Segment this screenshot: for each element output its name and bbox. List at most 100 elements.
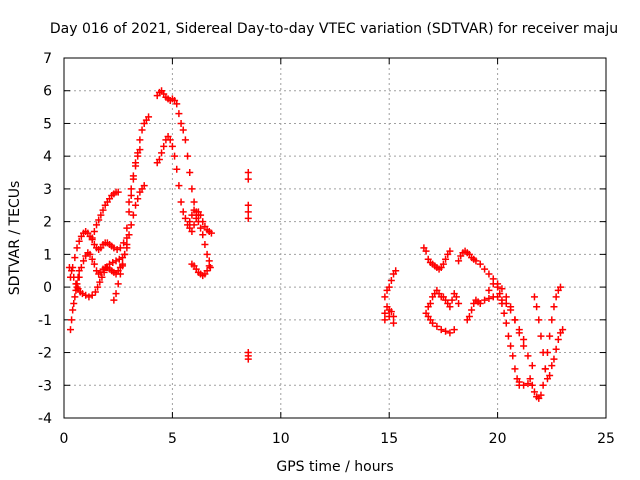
data-point xyxy=(175,182,183,190)
axis-ticks xyxy=(63,57,607,419)
y-tick-label: 2 xyxy=(43,215,52,231)
data-point xyxy=(132,162,140,170)
data-point xyxy=(69,263,77,271)
gridlines xyxy=(64,58,606,418)
data-point xyxy=(197,224,205,232)
data-point xyxy=(481,265,489,273)
data-point xyxy=(90,260,98,268)
x-tick-label: 5 xyxy=(168,431,177,447)
data-point xyxy=(541,365,549,373)
x-tick-label: 10 xyxy=(272,431,290,447)
data-point xyxy=(75,273,83,281)
data-point xyxy=(173,165,181,173)
data-point xyxy=(485,286,493,294)
data-point xyxy=(244,169,252,177)
data-point xyxy=(112,290,120,298)
data-point xyxy=(530,293,538,301)
data-point xyxy=(539,349,547,357)
data-point xyxy=(546,332,554,340)
data-point xyxy=(177,198,185,206)
data-point xyxy=(116,270,124,278)
data-point xyxy=(94,283,102,291)
data-point xyxy=(446,329,454,337)
data-point xyxy=(188,227,196,235)
data-point xyxy=(520,381,528,389)
data-point xyxy=(494,283,502,291)
data-point xyxy=(556,283,564,291)
data-point xyxy=(190,198,198,206)
data-point xyxy=(552,345,560,353)
data-point xyxy=(134,195,142,203)
data-point xyxy=(97,211,105,219)
data-point xyxy=(481,296,489,304)
x-tick-label: 20 xyxy=(489,431,507,447)
data-point xyxy=(476,260,484,268)
data-point xyxy=(114,188,122,196)
data-point xyxy=(173,100,181,108)
data-point xyxy=(136,136,144,144)
data-point xyxy=(520,342,528,350)
data-point xyxy=(125,198,133,206)
data-point xyxy=(203,267,211,275)
y-tick-label: -2 xyxy=(38,346,52,362)
data-point xyxy=(539,381,547,389)
data-point xyxy=(498,299,506,307)
data-point xyxy=(73,244,81,252)
data-point xyxy=(392,267,400,275)
data-point xyxy=(203,250,211,258)
data-point xyxy=(526,375,534,383)
data-point xyxy=(387,308,395,316)
data-point xyxy=(502,293,510,301)
data-point xyxy=(390,319,398,327)
data-point xyxy=(116,244,124,252)
data-point xyxy=(548,362,556,370)
data-point xyxy=(524,352,532,360)
data-point xyxy=(90,227,98,235)
y-tick-label: 7 xyxy=(43,51,52,67)
data-point xyxy=(439,260,447,268)
data-point xyxy=(244,214,252,222)
data-point xyxy=(67,326,75,334)
data-point xyxy=(186,169,194,177)
data-point xyxy=(496,290,504,298)
data-point xyxy=(125,231,133,239)
data-point xyxy=(75,237,83,245)
data-point xyxy=(207,229,215,237)
x-tick-label: 25 xyxy=(597,431,615,447)
data-point xyxy=(184,152,192,160)
y-tick-label: -4 xyxy=(38,411,52,427)
data-point xyxy=(515,326,523,334)
data-point xyxy=(138,126,146,134)
data-point xyxy=(489,280,497,288)
data-point xyxy=(129,211,137,219)
data-point xyxy=(509,352,517,360)
data-point xyxy=(88,234,96,242)
data-point xyxy=(476,299,484,307)
y-tick-label: -1 xyxy=(38,313,52,329)
data-point xyxy=(80,257,88,265)
data-point xyxy=(554,335,562,343)
data-point xyxy=(524,380,532,388)
data-point xyxy=(168,142,176,150)
data-point xyxy=(199,218,207,226)
data-point xyxy=(127,221,135,229)
data-point xyxy=(71,254,79,262)
data-point xyxy=(179,126,187,134)
data-point xyxy=(166,136,174,144)
data-point xyxy=(468,306,476,314)
data-point xyxy=(136,146,144,154)
data-point xyxy=(114,280,122,288)
data-point xyxy=(520,335,528,343)
data-point xyxy=(160,142,168,150)
data-point xyxy=(485,295,493,303)
data-point xyxy=(155,155,163,163)
data-point xyxy=(158,149,166,157)
data-point xyxy=(91,288,99,296)
data-point xyxy=(119,260,127,268)
data-point xyxy=(537,391,545,399)
data-point xyxy=(429,319,437,327)
data-point xyxy=(500,309,508,317)
data-point xyxy=(446,303,454,311)
data-point xyxy=(68,267,76,275)
